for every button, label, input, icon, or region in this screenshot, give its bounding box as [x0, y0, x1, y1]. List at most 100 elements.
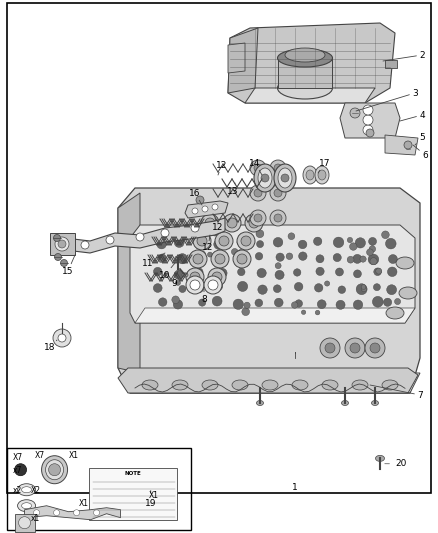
Circle shape — [368, 237, 377, 245]
Circle shape — [356, 284, 367, 295]
Circle shape — [338, 286, 346, 294]
Circle shape — [355, 238, 365, 248]
Ellipse shape — [262, 380, 278, 390]
Text: X1: X1 — [69, 451, 78, 460]
Ellipse shape — [197, 236, 207, 246]
Circle shape — [174, 270, 184, 279]
Ellipse shape — [399, 287, 417, 299]
Circle shape — [294, 282, 303, 291]
Circle shape — [369, 246, 376, 252]
Circle shape — [195, 268, 203, 276]
Text: 15: 15 — [62, 255, 75, 276]
Circle shape — [314, 284, 323, 292]
Ellipse shape — [250, 185, 266, 201]
Circle shape — [316, 255, 324, 263]
Ellipse shape — [382, 380, 398, 390]
Ellipse shape — [227, 218, 237, 228]
Circle shape — [136, 233, 144, 241]
Circle shape — [172, 296, 180, 304]
Circle shape — [94, 510, 99, 516]
Circle shape — [291, 302, 298, 308]
Ellipse shape — [190, 272, 200, 282]
Circle shape — [347, 256, 354, 263]
Circle shape — [159, 254, 166, 262]
Bar — [7, 448, 191, 530]
Circle shape — [273, 285, 281, 293]
Ellipse shape — [274, 189, 282, 197]
Ellipse shape — [201, 214, 219, 232]
Text: 2: 2 — [383, 51, 425, 61]
Circle shape — [373, 284, 381, 290]
Circle shape — [53, 235, 60, 241]
Circle shape — [361, 286, 367, 292]
Circle shape — [368, 254, 379, 265]
Circle shape — [54, 254, 61, 261]
Ellipse shape — [350, 343, 360, 353]
Circle shape — [273, 237, 283, 247]
Text: 12: 12 — [216, 160, 228, 175]
Circle shape — [370, 257, 377, 265]
Circle shape — [55, 237, 69, 251]
Text: 7: 7 — [370, 385, 423, 400]
Circle shape — [299, 252, 307, 261]
Ellipse shape — [292, 380, 308, 390]
Circle shape — [204, 276, 222, 294]
Text: NOTE: NOTE — [124, 471, 141, 476]
Ellipse shape — [320, 338, 340, 358]
Ellipse shape — [215, 254, 225, 264]
Text: 10: 10 — [159, 263, 175, 279]
Ellipse shape — [254, 164, 262, 172]
Circle shape — [388, 267, 397, 277]
Ellipse shape — [274, 164, 282, 172]
Circle shape — [275, 263, 281, 269]
Circle shape — [316, 267, 324, 276]
Ellipse shape — [212, 272, 222, 282]
Circle shape — [389, 255, 397, 263]
Circle shape — [286, 253, 293, 260]
Circle shape — [14, 464, 27, 476]
Ellipse shape — [396, 257, 414, 269]
Ellipse shape — [21, 503, 32, 508]
Ellipse shape — [18, 500, 35, 512]
Circle shape — [159, 298, 167, 306]
Circle shape — [256, 230, 264, 238]
Circle shape — [157, 239, 166, 249]
Ellipse shape — [257, 400, 264, 406]
Ellipse shape — [365, 338, 385, 358]
Circle shape — [363, 105, 373, 115]
Circle shape — [153, 268, 162, 276]
Ellipse shape — [21, 487, 32, 492]
Circle shape — [275, 270, 284, 279]
Ellipse shape — [250, 160, 266, 176]
Circle shape — [276, 253, 284, 261]
Polygon shape — [65, 218, 225, 253]
Circle shape — [385, 238, 396, 249]
Ellipse shape — [278, 49, 332, 67]
Circle shape — [212, 296, 222, 306]
Ellipse shape — [322, 380, 338, 390]
Circle shape — [192, 208, 198, 214]
Text: 18: 18 — [44, 340, 57, 352]
Polygon shape — [228, 23, 395, 103]
Circle shape — [255, 253, 263, 260]
Text: 4: 4 — [400, 110, 425, 121]
Circle shape — [295, 300, 303, 308]
Circle shape — [233, 299, 244, 310]
Ellipse shape — [193, 254, 203, 264]
Circle shape — [257, 269, 266, 278]
Circle shape — [314, 237, 322, 246]
Circle shape — [186, 276, 204, 294]
Bar — [50, 233, 75, 255]
Circle shape — [60, 260, 67, 266]
Circle shape — [376, 268, 382, 274]
Polygon shape — [130, 225, 415, 323]
Circle shape — [231, 248, 238, 255]
Ellipse shape — [223, 214, 241, 232]
Text: X7: X7 — [13, 453, 23, 462]
Circle shape — [361, 285, 366, 289]
Circle shape — [387, 285, 396, 295]
Ellipse shape — [386, 307, 404, 319]
Circle shape — [298, 240, 307, 249]
Ellipse shape — [274, 164, 296, 192]
Ellipse shape — [233, 250, 251, 268]
